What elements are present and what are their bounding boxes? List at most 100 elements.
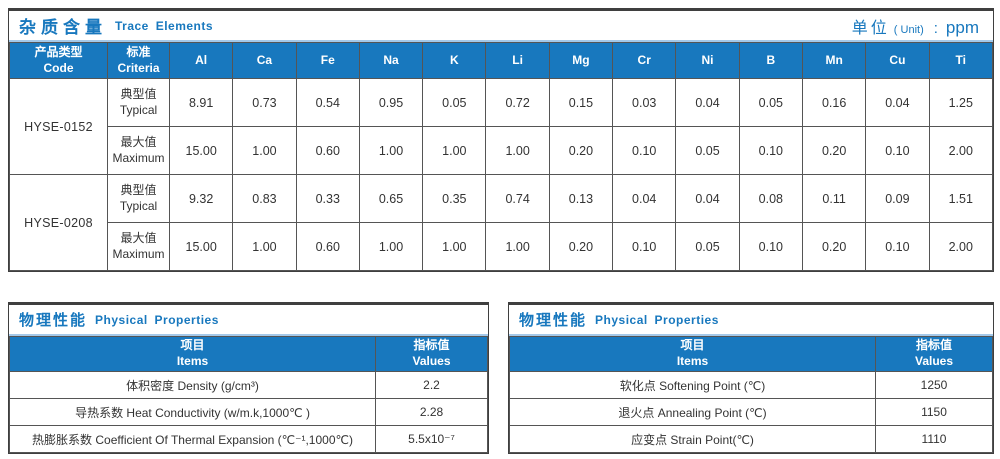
- col-header-element: Na: [358, 42, 424, 79]
- value-cell: 0.04: [612, 174, 677, 223]
- phys-right-title-en: Physical Properties: [595, 312, 719, 327]
- table-row: 体积密度 Density (g/cm³) 2.2: [9, 371, 488, 399]
- trace-title-cn: 杂质含量: [19, 18, 107, 37]
- value-cell: 0.04: [675, 174, 740, 223]
- value-cell: 2.00: [928, 126, 994, 175]
- trace-panel-title-bar: 杂质含量 Trace Elements 单位 ( Unit) : ppm: [9, 11, 993, 42]
- value-cell: 2.00: [928, 222, 994, 271]
- table-row: HYSE-0152 典型值 Typical 8.91 0.73 0.54 0.9…: [9, 78, 994, 175]
- value-cell: 1.00: [358, 222, 424, 271]
- value-cell: 0.10: [612, 222, 677, 271]
- value-cell: 0.20: [801, 222, 867, 271]
- product-code: HYSE-0152: [9, 78, 108, 175]
- property-label: 体积密度 Density (g/cm³): [9, 371, 376, 399]
- col-header-element: Mn: [801, 42, 867, 79]
- value-cell: 0.10: [865, 222, 930, 271]
- criteria-cn: 典型值: [120, 86, 157, 101]
- value-cell: 0.72: [485, 78, 550, 127]
- value-cell: 0.20: [801, 126, 867, 175]
- value-cell: 0.16: [801, 78, 867, 127]
- value-cell: 15.00: [168, 126, 234, 175]
- value-cell: 0.20: [548, 222, 614, 271]
- value-cell: 0.54: [295, 78, 360, 127]
- col-header-items: 项目 Items: [509, 336, 876, 372]
- phys-right-title-bar: 物理性能 Physical Properties: [509, 305, 993, 336]
- value-cell: 0.33: [295, 174, 360, 223]
- value-cell: 0.04: [865, 78, 930, 127]
- col-header-element: K: [422, 42, 487, 79]
- col-header-code-cn: 产品类型: [34, 44, 83, 59]
- unit-label: 单位 ( Unit) : ppm: [852, 14, 979, 38]
- criteria-en: Typical: [119, 198, 158, 213]
- property-value: 5.5x10⁻⁷: [375, 425, 488, 453]
- unit-value: ppm: [945, 17, 979, 37]
- col-header-element: Ca: [232, 42, 297, 79]
- value-cell: 1.00: [422, 222, 487, 271]
- col-header-items: 项目 Items: [9, 336, 376, 372]
- value-cell: 0.35: [422, 174, 487, 223]
- col-header-element: Mg: [548, 42, 614, 79]
- value-cell: 0.20: [548, 126, 614, 175]
- property-value: 1250: [875, 371, 993, 399]
- value-cell: 1.00: [232, 126, 297, 175]
- table-row: 最大值 Maximum 15.00 1.00 0.60 1.00 1.00 1.…: [10, 222, 994, 271]
- value-cell: 0.05: [675, 126, 740, 175]
- unit-cn: 单位: [851, 19, 890, 37]
- col-header-items-cn: 项目: [180, 338, 205, 353]
- criteria-en: Typical: [119, 102, 158, 117]
- property-value: 1110: [875, 425, 993, 453]
- value-cell: 0.10: [612, 126, 677, 175]
- phys-right-header-row: 项目 Items 指标值 Values: [509, 336, 993, 372]
- table-row: 应变点 Strain Point(℃) 1110: [509, 425, 993, 453]
- value-cell: 15.00: [168, 222, 234, 271]
- criteria-cn: 典型值: [120, 182, 157, 197]
- physical-properties-table-right: 项目 Items 指标值 Values 软化点 Softening Point …: [509, 336, 993, 453]
- col-header-values-cn: 指标值: [413, 338, 450, 353]
- table-row: 导热系数 Heat Conductivity (w/m.k,1000℃ ) 2.…: [9, 398, 488, 426]
- criteria-en: Maximum: [112, 150, 165, 165]
- value-cell: 0.09: [865, 174, 930, 223]
- col-header-element: Ti: [928, 42, 994, 79]
- value-cell: 0.13: [548, 174, 614, 223]
- phys-left-title-en: Physical Properties: [95, 312, 219, 327]
- criteria-cn: 最大值: [120, 230, 157, 245]
- value-cell: 0.10: [738, 222, 803, 271]
- value-cell: 0.08: [738, 174, 803, 223]
- value-cell: 0.04: [675, 78, 740, 127]
- value-cell: 0.74: [485, 174, 550, 223]
- value-cell: 1.00: [485, 222, 550, 271]
- col-header-element: Al: [168, 42, 234, 79]
- col-header-criteria-cn: 标准: [126, 44, 151, 59]
- physical-properties-table-left: 项目 Items 指标值 Values 体积密度 Density (g/cm³)…: [9, 336, 488, 453]
- table-row: 最大值 Maximum 15.00 1.00 0.60 1.00 1.00 1.…: [10, 126, 994, 175]
- phys-right-title-cn: 物理性能: [519, 312, 588, 329]
- value-cell: 9.32: [168, 174, 234, 223]
- criteria-cell: 最大值 Maximum: [107, 222, 170, 271]
- col-header-values: 指标值 Values: [375, 336, 488, 372]
- table-row: HYSE-0208 典型值 Typical 9.32 0.83 0.33 0.6…: [9, 174, 994, 271]
- phys-left-title-cn: 物理性能: [19, 312, 88, 329]
- phys-left-header-row: 项目 Items 指标值 Values: [9, 336, 488, 372]
- unit-en: ( Unit): [893, 23, 924, 36]
- trace-title-en: Trace Elements: [115, 18, 214, 33]
- col-header-code-en: Code: [43, 60, 74, 75]
- col-header-element: B: [738, 42, 803, 79]
- physical-properties-panel-left: 物理性能 Physical Properties 项目 Items 指标值 Va…: [8, 302, 489, 454]
- value-cell: 1.00: [358, 126, 424, 175]
- value-cell: 0.73: [232, 78, 297, 127]
- value-cell: 0.05: [675, 222, 740, 271]
- col-header-element: Cu: [865, 42, 930, 79]
- col-header-element: Ni: [675, 42, 740, 79]
- physical-properties-panel-right: 物理性能 Physical Properties 项目 Items 指标值 Va…: [508, 302, 994, 454]
- value-cell: 0.10: [865, 126, 930, 175]
- property-label: 应变点 Strain Point(℃): [509, 425, 876, 453]
- table-row: 热膨胀系数 Coefficient Of Thermal Expansion (…: [9, 425, 488, 453]
- col-header-element: Cr: [612, 42, 677, 79]
- table-row: 软化点 Softening Point (℃) 1250: [509, 371, 993, 399]
- value-cell: 1.25: [928, 78, 994, 127]
- trace-elements-panel: 杂质含量 Trace Elements 单位 ( Unit) : ppm 产品类…: [8, 8, 994, 272]
- value-cell: 0.60: [295, 126, 360, 175]
- col-header-criteria: 标准 Criteria: [107, 42, 170, 79]
- property-label: 软化点 Softening Point (℃): [509, 371, 876, 399]
- value-cell: 8.91: [168, 78, 234, 127]
